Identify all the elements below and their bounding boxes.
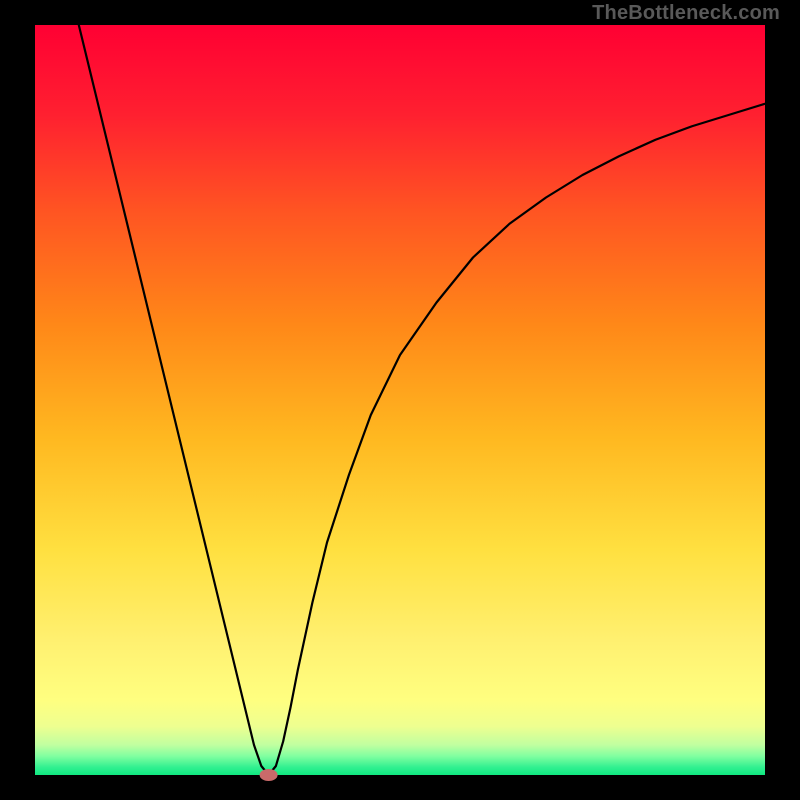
watermark-text: TheBottleneck.com	[592, 2, 780, 25]
plot-background	[35, 25, 765, 775]
chart-frame: TheBottleneck.com	[0, 0, 800, 800]
chart-svg	[0, 0, 800, 800]
bottleneck-marker	[260, 769, 278, 781]
